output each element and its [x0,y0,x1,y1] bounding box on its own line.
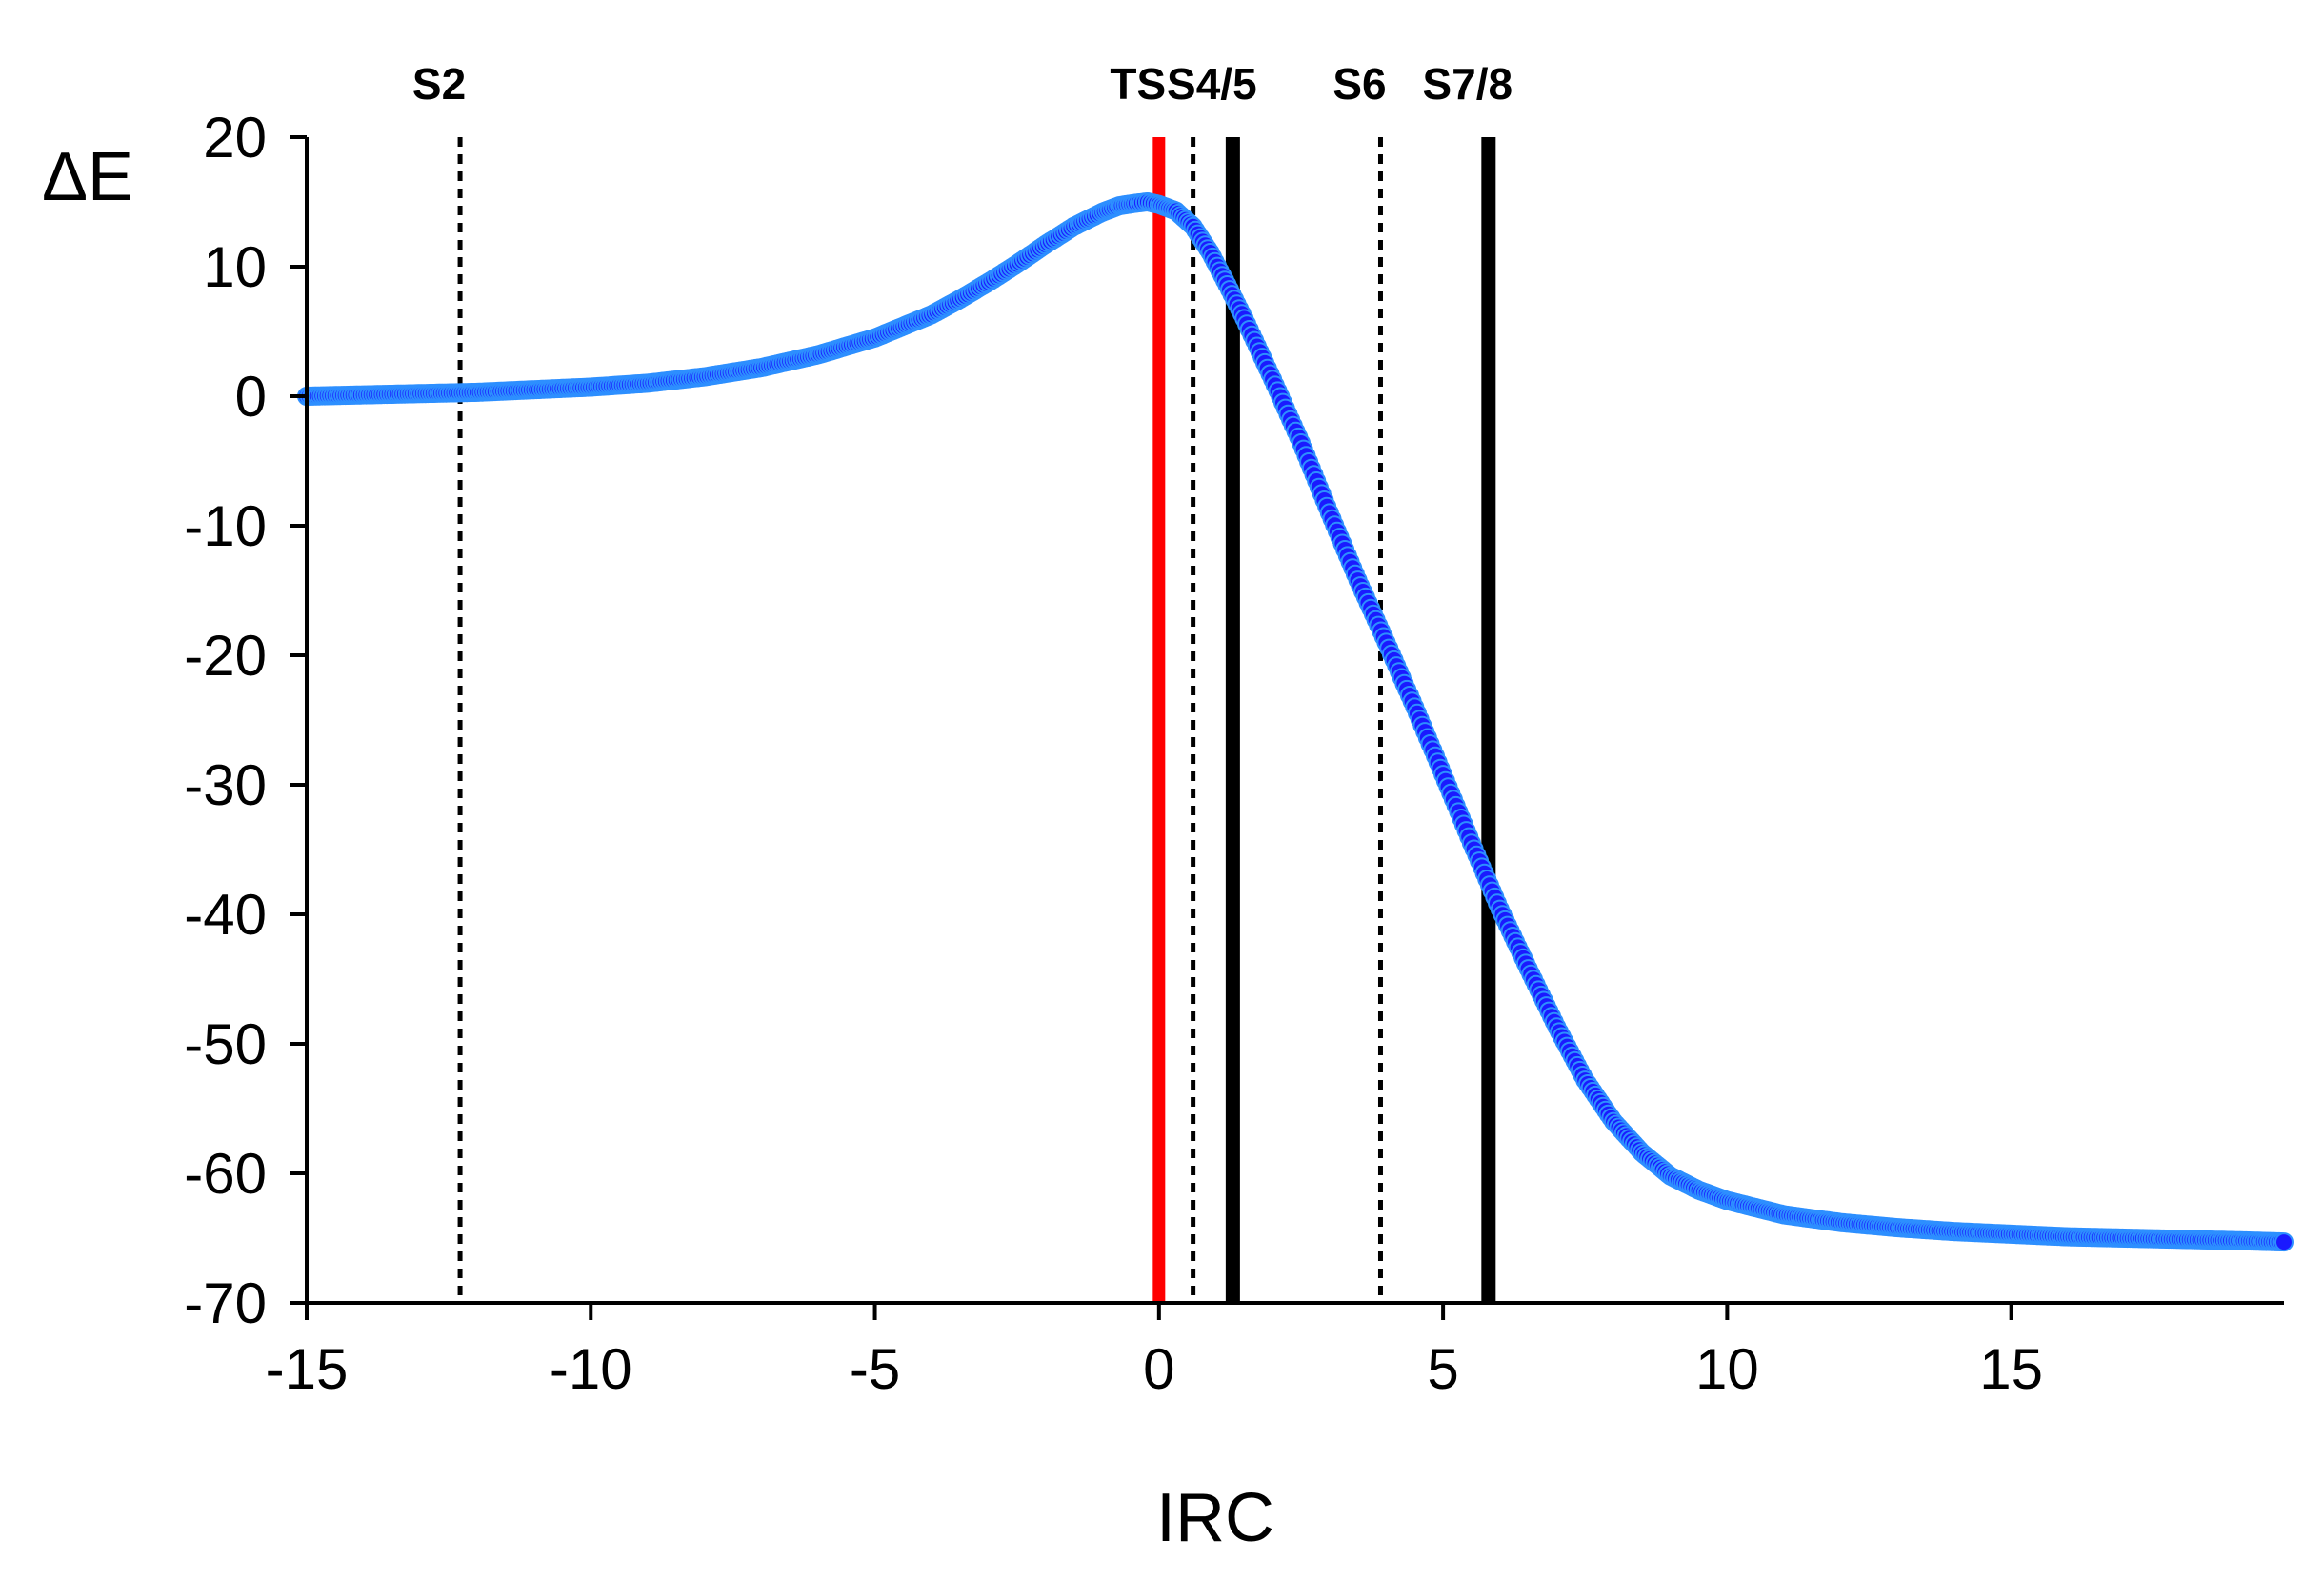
x-axis-title: IRC [1156,1480,1274,1556]
axes [305,137,2284,1305]
y-tick-label: -30 [184,753,267,817]
y-axis-title: ΔE [42,139,133,215]
x-axis-ticks: -15 -10 -5 0 5 10 15 [266,1303,2043,1401]
data-series [297,192,2294,1252]
marker-label: TS [1110,59,1166,109]
y-tick-label: -70 [184,1271,267,1335]
marker-label: S4/5 [1167,59,1257,109]
x-tick-label: 0 [1143,1337,1174,1401]
marker-label: S7/8 [1423,59,1513,109]
marker-label: S6 [1332,59,1386,109]
x-tick-label: -10 [550,1337,632,1401]
data-point [2274,1232,2294,1252]
x-tick-label: -5 [850,1337,900,1401]
y-tick-label: 0 [235,365,267,429]
marker-labels: S2 TS S4/5 S6 S7/8 [412,59,1513,109]
y-tick-label: -40 [184,883,267,947]
y-tick-label: -10 [184,494,267,558]
y-tick-label: 20 [203,106,267,170]
marker-label: S2 [412,59,466,109]
x-tick-label: 5 [1427,1337,1458,1401]
y-axis-ticks: 20 10 0 -10 -20 -30 -40 -50 -60 -70 [184,106,307,1335]
y-tick-label: 10 [203,235,267,299]
x-tick-label: -15 [266,1337,349,1401]
y-tick-label: -20 [184,624,267,688]
x-tick-label: 15 [1979,1337,2043,1401]
y-tick-label: -50 [184,1012,267,1076]
marker-lines [457,137,1496,1303]
x-tick-label: 10 [1695,1337,1759,1401]
y-tick-label: -60 [184,1142,267,1206]
